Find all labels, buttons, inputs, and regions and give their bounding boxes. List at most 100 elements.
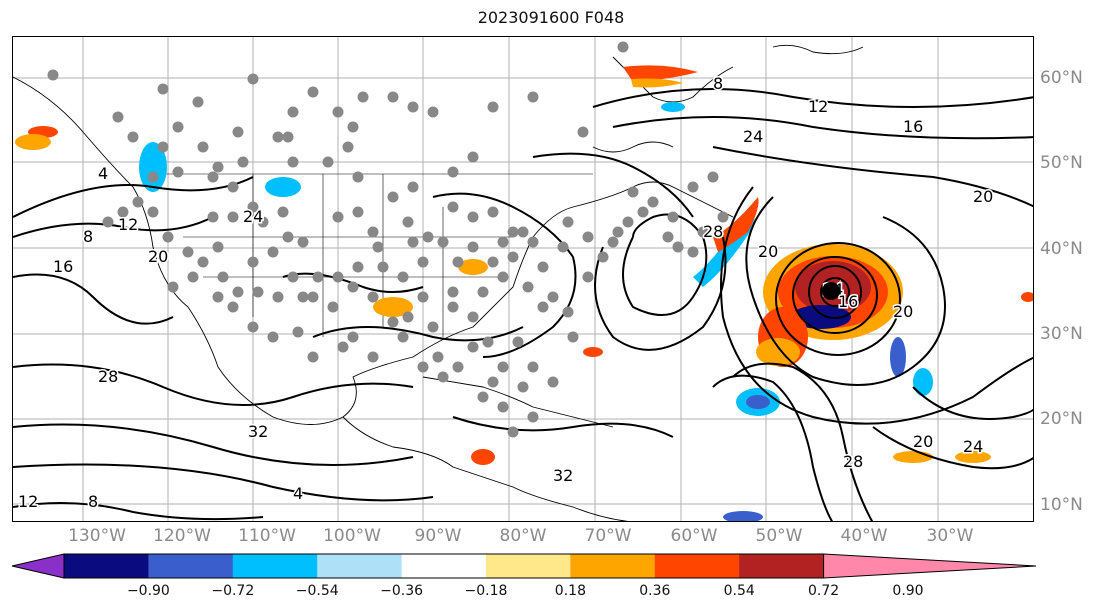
longitude-label: 60°W (670, 526, 718, 546)
station-dot (417, 291, 429, 303)
colorbar-segment (401, 554, 487, 578)
station-dot (467, 341, 479, 353)
station-dot (577, 126, 589, 138)
station-dot (547, 376, 559, 388)
station-dot (507, 426, 519, 438)
station-dot (507, 251, 519, 263)
station-dot (447, 201, 459, 213)
station-dot (367, 291, 379, 303)
contour-label: 20 (973, 187, 993, 206)
contour-label: 8 (713, 74, 723, 93)
station-dot (102, 216, 114, 228)
station-dot (172, 166, 184, 178)
colorbar-tick-label: −0.54 (295, 583, 339, 599)
colorbar-tick-label: −0.72 (211, 583, 255, 599)
station-dot (422, 231, 434, 243)
colorbar-segment (486, 554, 571, 578)
station-dot (582, 231, 594, 243)
station-dot (487, 101, 499, 113)
station-dot (187, 271, 199, 283)
station-dot (297, 236, 309, 248)
contour-label: 20 (913, 432, 933, 451)
station-dot (617, 41, 629, 53)
station-dot (387, 191, 399, 203)
station-dot (437, 371, 449, 383)
contour-label: 12 (18, 492, 38, 511)
station-dot (157, 141, 169, 153)
contours (13, 88, 1033, 521)
weather-map: 4 8 12 16 20 24 28 32 4 8 12 8 12 16 20 24 28 20 24 16 20 28 3… (13, 37, 1033, 521)
station-dot (482, 336, 494, 348)
colorbar-segment (317, 554, 403, 578)
station-dot (407, 101, 419, 113)
station-dot (527, 236, 539, 248)
station-dot (227, 301, 239, 313)
station-dot (557, 241, 569, 253)
longitude-label: 90°W (414, 526, 462, 546)
station-dot (407, 236, 419, 248)
station-dot (307, 351, 319, 363)
station-dot (662, 231, 674, 243)
contour-labels: 4 8 12 16 20 24 28 32 4 8 12 8 12 16 20 24 28 20 24 16 20 28 3… (17, 73, 995, 513)
station-dot (232, 286, 244, 298)
station-dot (467, 211, 479, 223)
station-dot (427, 321, 439, 333)
contour-label: 4 (293, 484, 303, 503)
station-dot (112, 111, 124, 123)
station-dot (497, 361, 509, 373)
station-dot (307, 86, 319, 98)
station-dot (667, 211, 679, 223)
contour-label: 32 (248, 422, 268, 441)
station-dot (407, 181, 419, 193)
contour-label: 20 (758, 242, 778, 261)
contour-label: 24 (743, 127, 763, 146)
station-dot (347, 121, 359, 133)
station-dot (672, 241, 684, 253)
station-dot (417, 361, 429, 373)
station-dot (352, 171, 364, 183)
station-dot (467, 151, 479, 163)
station-dot (347, 281, 359, 293)
station-dot (522, 281, 534, 293)
station-dot (287, 156, 299, 168)
station-dot (237, 156, 249, 168)
station-dot (352, 206, 364, 218)
station-dot (622, 216, 634, 228)
station-dot (367, 351, 379, 363)
station-dot (212, 161, 224, 173)
station-dot (282, 231, 294, 243)
station-dot (157, 83, 169, 95)
storm-center-marker (822, 282, 840, 300)
longitude-label: 40°W (840, 526, 888, 546)
station-dot (647, 196, 659, 208)
contour-label: 12 (808, 97, 828, 116)
colorbar-tick-label: −0.90 (126, 583, 170, 599)
station-dot (257, 216, 269, 228)
colorbar-extend-high (823, 553, 1037, 579)
station-dot (322, 156, 334, 168)
contour-label: 8 (83, 227, 93, 246)
latitude-label: 40°N (1040, 239, 1083, 259)
longitude-label: 110°W (238, 526, 296, 546)
colorbar-tick-label: −0.36 (380, 583, 424, 599)
longitude-label: 100°W (323, 526, 381, 546)
station-dot (217, 271, 229, 283)
station-dot (352, 261, 364, 273)
station-dots (47, 41, 729, 438)
station-dot (247, 73, 259, 85)
contour-label: 16 (903, 117, 923, 136)
station-dot (232, 126, 244, 138)
station-dot (172, 121, 184, 133)
map-title: 2023091600 F048 (477, 8, 625, 27)
station-dot (517, 381, 529, 393)
contour-label: 16 (53, 257, 73, 276)
station-dot (282, 131, 294, 143)
station-dot (467, 311, 479, 323)
station-dot (397, 271, 409, 283)
station-dot (487, 376, 499, 388)
station-dot (252, 286, 264, 298)
station-dot (402, 216, 414, 228)
station-dot (497, 271, 509, 283)
station-dot (312, 271, 324, 283)
station-dot (627, 186, 639, 198)
